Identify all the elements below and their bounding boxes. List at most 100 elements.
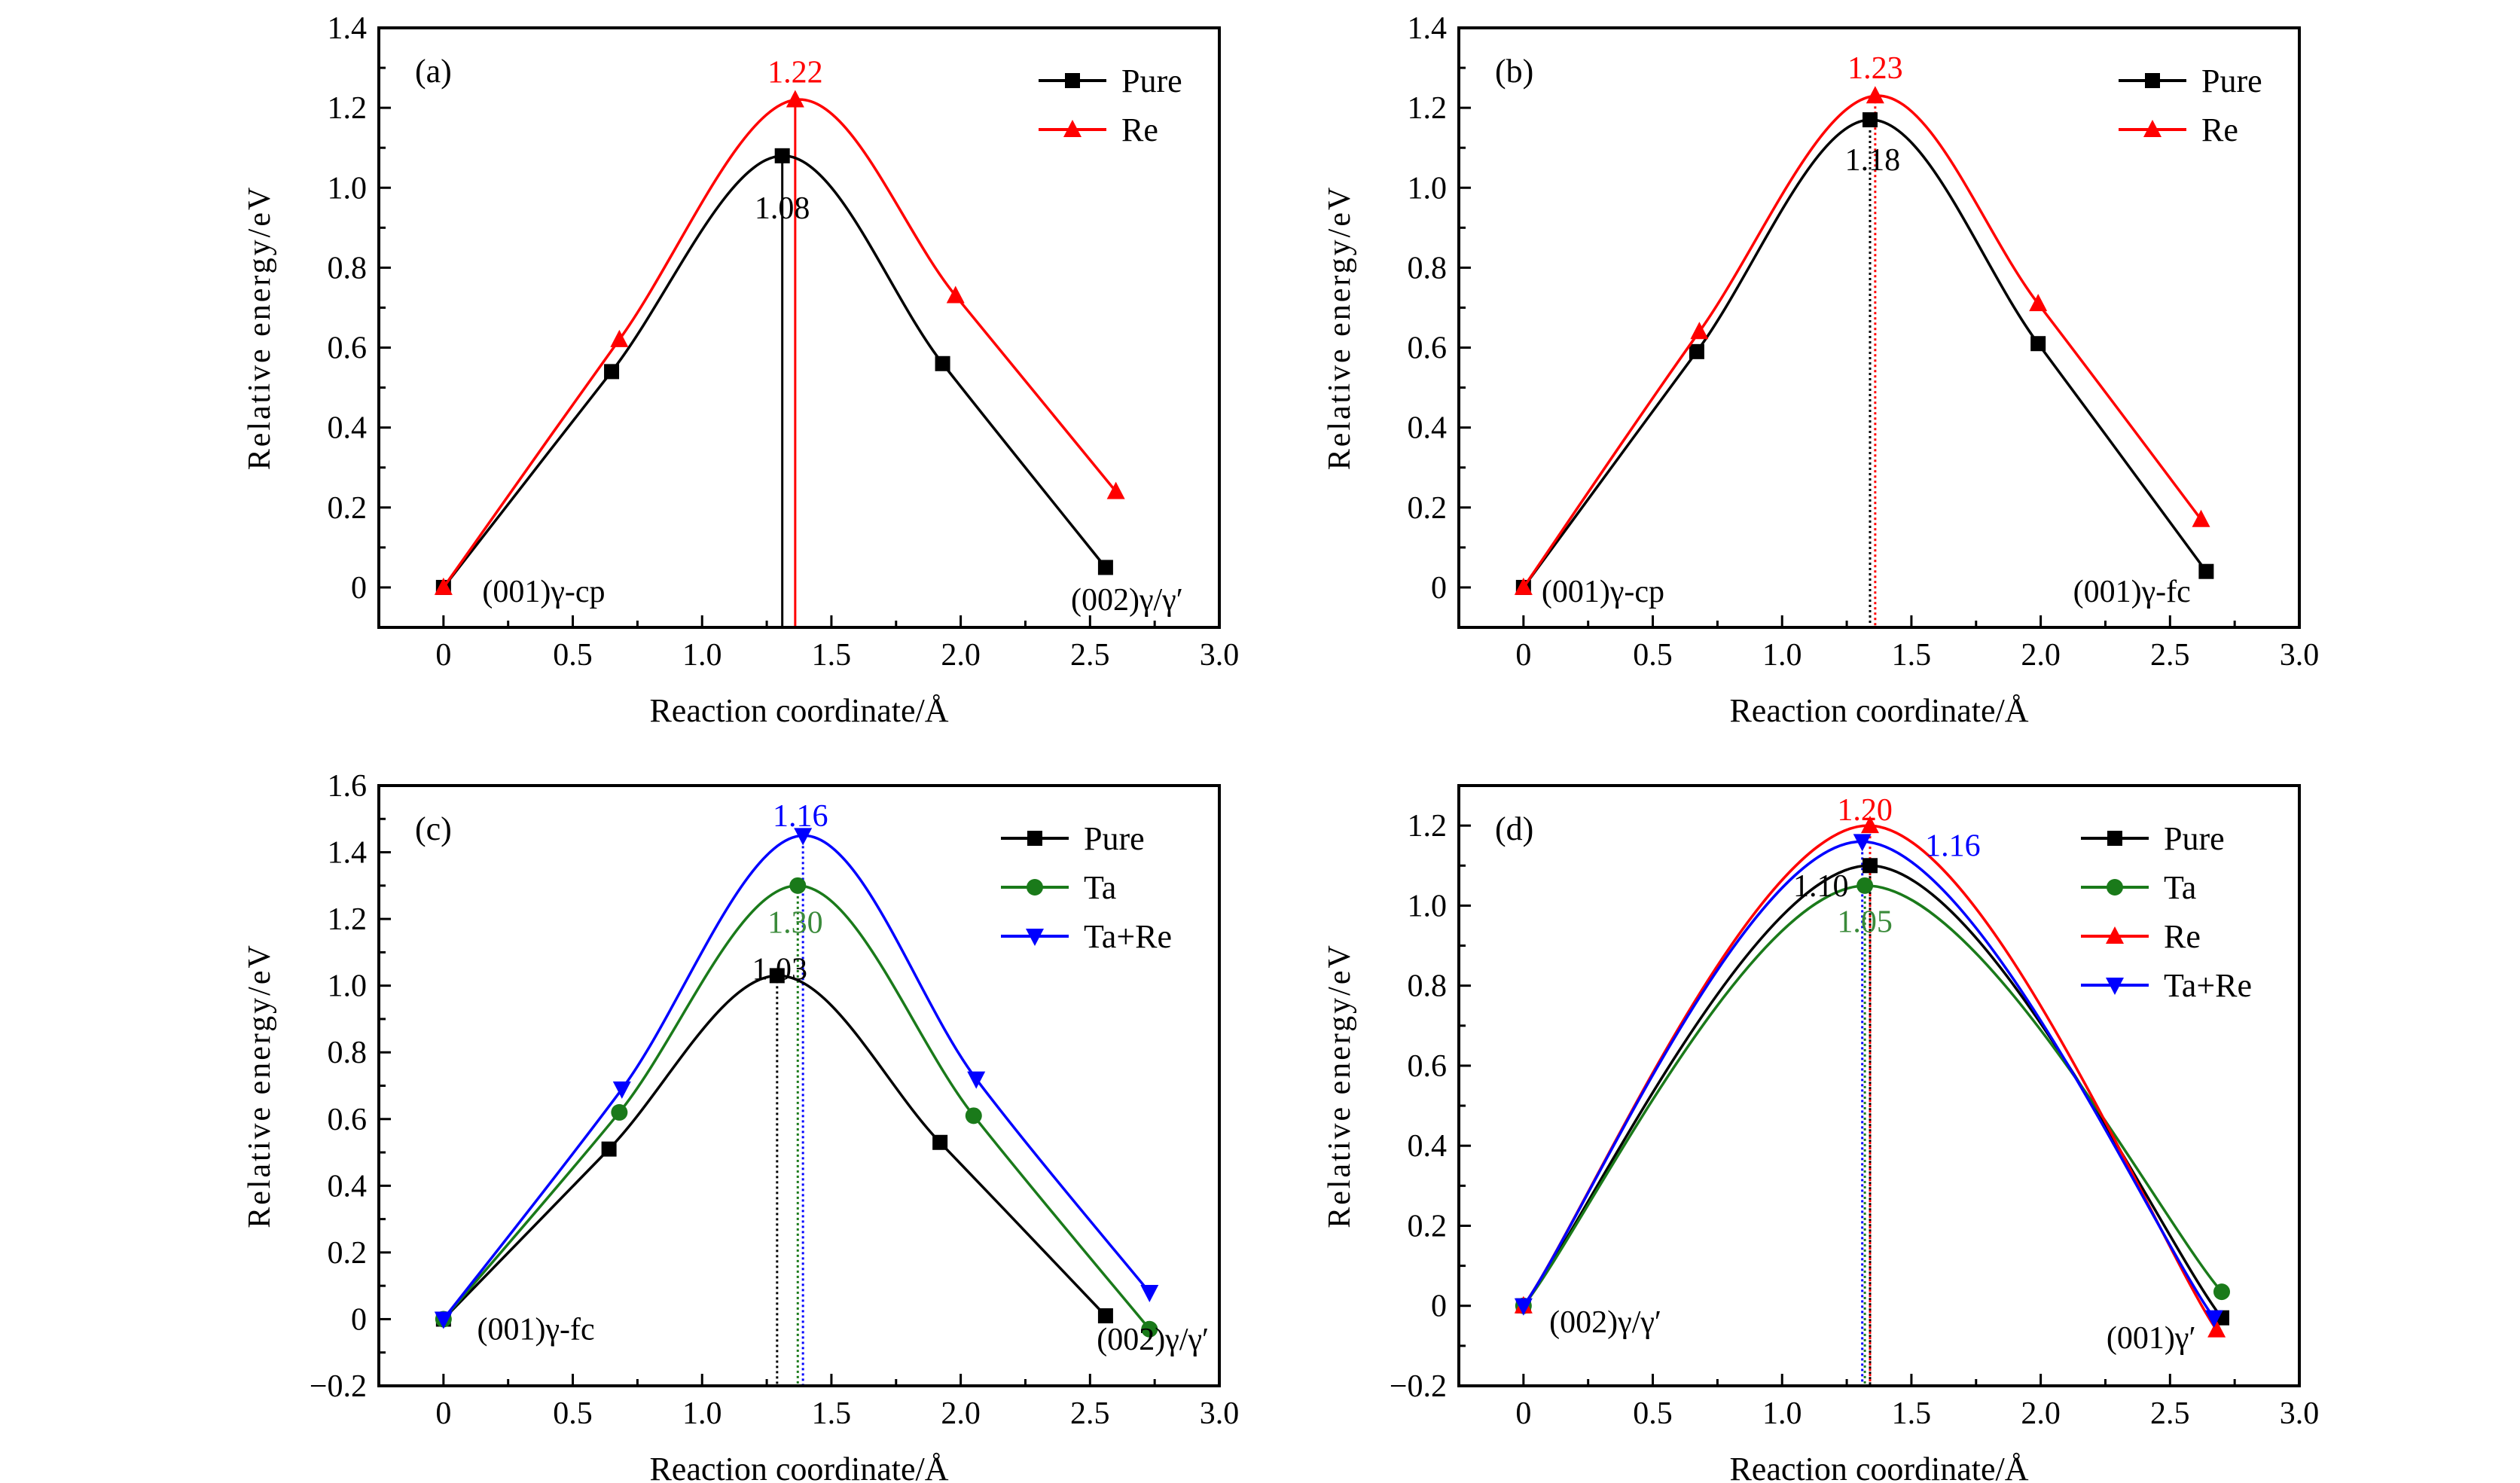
y-tick-label: 0	[1431, 1289, 1447, 1324]
legend-label: Ta	[1084, 869, 1116, 906]
x-axis-label: Reaction coordinate/Å	[1729, 692, 2028, 729]
x-tick-label: 0	[1515, 1396, 1531, 1431]
panel-label: (c)	[415, 810, 452, 847]
x-tick-label: 0	[1515, 638, 1531, 673]
legend-marker	[1065, 73, 1080, 88]
legend-marker	[1027, 831, 1042, 846]
data-point	[935, 355, 950, 371]
x-tick-label: 2.5	[1070, 638, 1110, 673]
y-tick-label: 0.2	[328, 1236, 368, 1271]
x-tick-label: 1.5	[812, 638, 852, 673]
y-tick-label: 0.2	[1408, 1209, 1448, 1243]
legend: Pure Re	[1039, 63, 1182, 148]
y-tick-label: 1.2	[1408, 91, 1448, 126]
annotation: 1.16	[773, 799, 828, 834]
annotation: 1.22	[767, 55, 823, 90]
data-point	[967, 1071, 986, 1089]
x-tick-label: 2.0	[941, 638, 981, 673]
x-tick-label: 1.5	[1892, 1396, 1932, 1431]
x-tick-label: 1.0	[1762, 1396, 1802, 1431]
legend-marker	[2106, 926, 2124, 944]
y-tick-label: 1.4	[328, 836, 368, 871]
data-point	[2030, 336, 2046, 352]
plot-area	[434, 90, 1125, 627]
annotation: 1.23	[1847, 51, 1903, 86]
y-tick-label: 0.4	[1408, 411, 1448, 446]
x-tick-label: 1.5	[1892, 638, 1932, 673]
y-tick-label: −0.2	[1390, 1369, 1447, 1404]
x-tick-label: 1.0	[1762, 638, 1802, 673]
x-tick-label: 0.5	[1633, 1396, 1673, 1431]
y-tick-label: 0.8	[1408, 251, 1448, 285]
legend-marker	[1026, 929, 1044, 946]
y-tick-label: 1.0	[328, 171, 368, 206]
legend-label: Ta+Re	[1084, 918, 1172, 955]
y-tick-label: 0.6	[1408, 331, 1448, 366]
legend-label: Ta+Re	[2164, 967, 2252, 1004]
data-point	[789, 877, 807, 894]
plot-area	[434, 828, 1159, 1386]
chart-panel-b: 0 0.5 1.0 1.5 2.0 2.5 3.0 0 0.2 0.4 0.6 0.8 1.0 1.2 1.…	[1323, 11, 2319, 729]
legend-marker	[2145, 73, 2160, 88]
annotation: 1.03	[752, 953, 807, 987]
plot-area	[1514, 86, 2214, 627]
data-point	[2204, 1310, 2223, 1328]
y-tick-label: 0.4	[328, 1169, 368, 1204]
legend-label: Re	[2164, 918, 2201, 955]
legend-label: Ta	[2164, 869, 2196, 906]
series-line-ta	[1522, 884, 2223, 1307]
data-point	[434, 577, 453, 595]
annotation: 1.30	[767, 906, 823, 941]
data-point	[946, 285, 965, 304]
y-tick-label: 0.2	[328, 491, 368, 526]
x-tick-label: 0.5	[1633, 638, 1673, 673]
data-point	[1689, 343, 1704, 359]
legend-label: Pure	[1121, 63, 1182, 99]
data-point	[769, 968, 785, 984]
x-axis-label: Reaction coordinate/Å	[649, 692, 948, 729]
legend-label: Re	[2201, 111, 2238, 148]
x-tick-label: 0	[435, 1396, 451, 1431]
y-tick-label: 1.0	[1408, 171, 1448, 206]
data-point	[774, 148, 790, 163]
data-point	[786, 90, 804, 108]
annotation: (001)γ′	[2107, 1321, 2196, 1356]
data-point	[1862, 858, 1878, 874]
x-tick-label: 2.0	[941, 1396, 981, 1431]
y-tick-label: 1.6	[328, 769, 368, 804]
data-point	[610, 329, 629, 347]
data-point	[1106, 481, 1125, 499]
data-point	[1866, 86, 1884, 104]
data-point	[2198, 563, 2214, 579]
legend-label: Pure	[1084, 820, 1145, 857]
data-point	[1690, 322, 1709, 340]
data-point	[932, 1134, 948, 1150]
legend-marker	[2107, 831, 2122, 846]
data-point	[612, 1081, 631, 1099]
annotation: (001)γ-fc	[477, 1313, 594, 1347]
annotation: (002)γ/γ′	[1549, 1305, 1661, 1340]
panel-label: (d)	[1495, 810, 1533, 847]
annotation: 1.10	[1793, 869, 1849, 904]
legend: Pure Re	[2119, 63, 2262, 148]
x-tick-label: 0.5	[553, 638, 593, 673]
y-axis-label: Relative energy/eV	[1323, 185, 1357, 471]
legend-label: Pure	[2164, 820, 2225, 857]
y-tick-label: 0	[351, 571, 367, 606]
plot-frame	[1457, 26, 2301, 629]
x-tick-label: 3.0	[2280, 1396, 2320, 1431]
y-tick-label: 0.8	[328, 251, 368, 285]
annotation: (002)γ/γ′	[1071, 583, 1183, 618]
chart-panel-d: 0 0.5 1.0 1.5 2.0 2.5 3.0 −0.2 0 0.2 0.4 0.6 0.8 1.0 1…	[1323, 784, 2320, 1483]
legend-label: Pure	[2201, 63, 2262, 99]
y-tick-label: 1.4	[1408, 11, 1448, 46]
data-point	[604, 364, 620, 380]
y-tick-label: 0.6	[328, 331, 368, 366]
x-tick-label: 2.0	[2021, 1396, 2061, 1431]
x-tick-label: 2.5	[2150, 638, 2190, 673]
plot-frame	[377, 784, 1221, 1387]
x-tick-label: 2.0	[2021, 638, 2061, 673]
x-tick-label: 2.5	[1070, 1396, 1110, 1431]
y-tick-label: 1.2	[328, 91, 368, 126]
data-point	[434, 1311, 453, 1329]
